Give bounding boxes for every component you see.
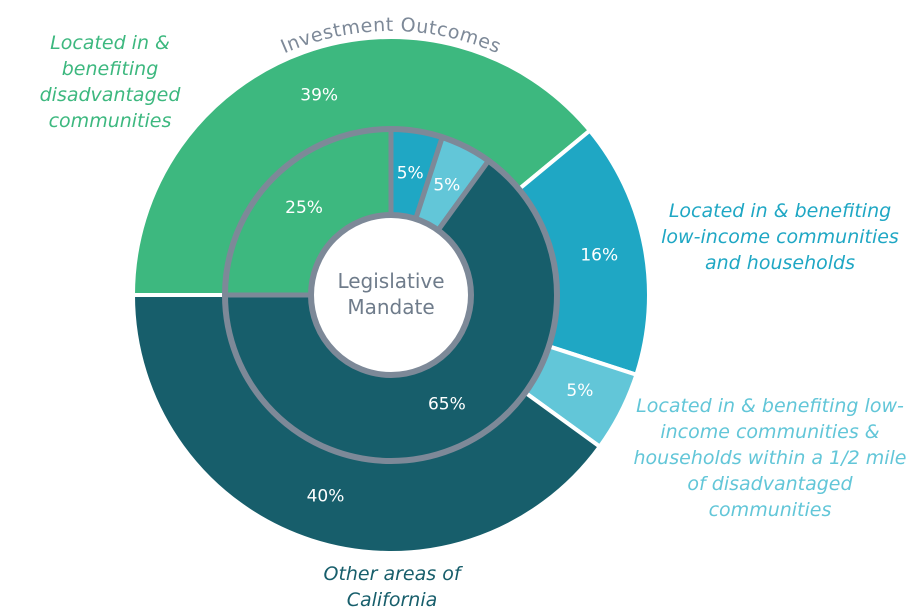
value-label: 39% (300, 86, 338, 106)
category-label: Located in & benefiting disadvantaged co… (39, 32, 181, 132)
value-label: 5% (397, 164, 424, 184)
value-label: 25% (285, 198, 323, 218)
category-label: Located in & benefiting low-income commu… (633, 395, 907, 521)
value-label: 65% (428, 395, 466, 415)
ring-border (308, 212, 474, 378)
value-label: 5% (433, 175, 460, 195)
value-label: 40% (307, 487, 345, 507)
inner-title: Legislative Mandate (337, 269, 445, 319)
category-label: Other areas of California (323, 563, 461, 611)
ring-border (222, 126, 560, 464)
category-label: Located in & benefiting low-income commu… (661, 200, 899, 274)
value-label: 5% (566, 381, 593, 401)
value-label: 16% (580, 245, 618, 265)
